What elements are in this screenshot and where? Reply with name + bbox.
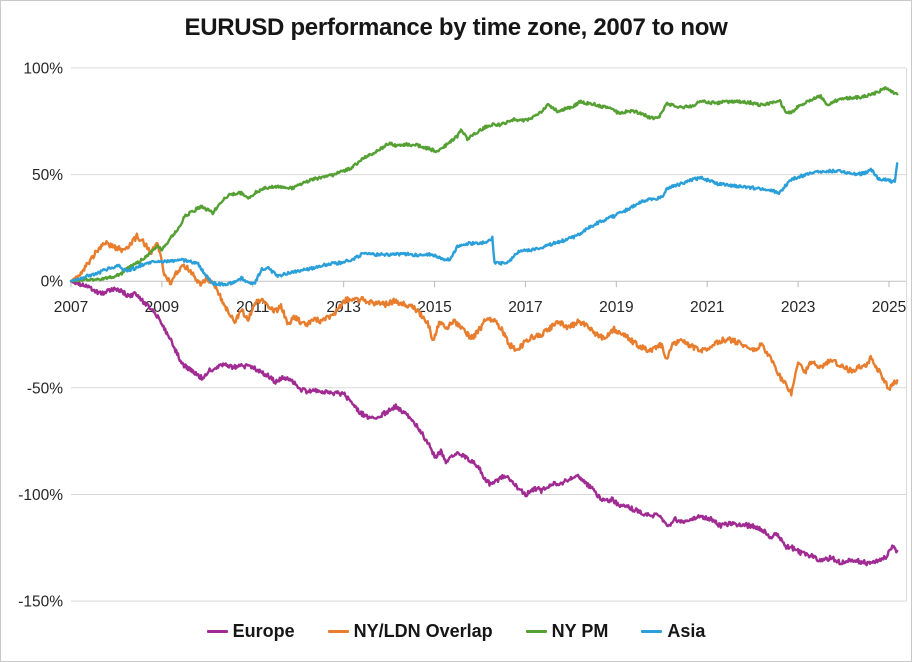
series-line-europe [69, 280, 899, 567]
x-axis-label: 2019 [599, 299, 633, 316]
legend-label-europe: Europe [232, 621, 295, 641]
series-line-asia [69, 162, 899, 287]
y-axis-label: 0% [41, 274, 64, 291]
legend-item-asia: Asia [641, 621, 705, 642]
legend-swatch-ny-ldn-overlap [327, 630, 349, 633]
y-axis-label: 100% [23, 60, 63, 77]
legend-label-asia: Asia [667, 621, 706, 641]
x-axis-label: 2015 [417, 299, 451, 316]
legend-swatch-asia [641, 630, 663, 633]
x-axis-label: 2021 [690, 299, 724, 316]
y-axis-label: 50% [32, 167, 63, 184]
x-axis-label: 2023 [781, 299, 815, 316]
legend-item-ny-pm: NY PM [525, 621, 609, 642]
legend-swatch-ny-pm [525, 630, 547, 633]
legend-label-ny-ldn-overlap: NY/LDN Overlap [353, 621, 493, 641]
x-axis-label: 2017 [508, 299, 542, 316]
series-line-ny-ldn-overlap [69, 232, 899, 397]
y-axis-label: -150% [18, 594, 63, 611]
x-axis-label: 2025 [872, 299, 906, 316]
legend: Europe NY/LDN Overlap NY PM Asia [1, 621, 911, 642]
series-line-ny-pm [69, 86, 899, 283]
y-axis-label: -100% [18, 487, 63, 504]
x-axis-label: 2007 [54, 299, 88, 316]
legend-swatch-europe [206, 630, 228, 633]
legend-item-ny-ldn-overlap: NY/LDN Overlap [327, 621, 493, 642]
chart-title: EURUSD performance by time zone, 2007 to… [184, 14, 728, 41]
legend-item-europe: Europe [206, 621, 295, 642]
y-axis-label: -50% [27, 380, 63, 397]
legend-label-ny-pm: NY PM [551, 621, 609, 641]
